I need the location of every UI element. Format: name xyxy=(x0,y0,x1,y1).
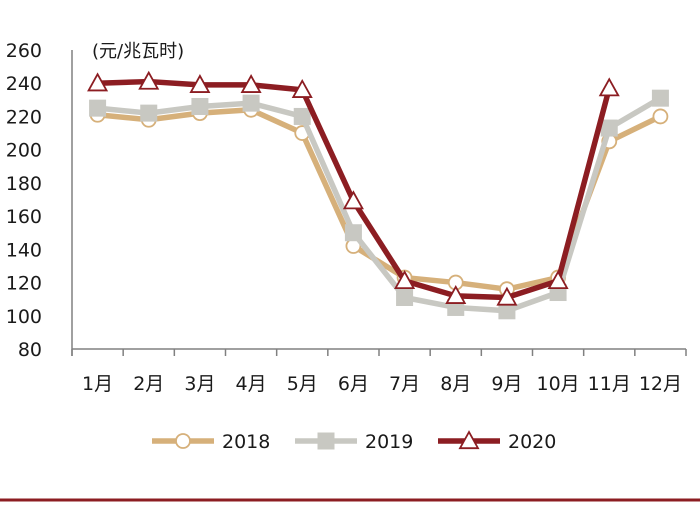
x-tick-label: 9月 xyxy=(491,373,522,395)
x-tick-label: 1月 xyxy=(82,373,113,395)
data-point xyxy=(293,107,311,125)
data-point xyxy=(458,430,480,450)
legend-item: 2018 xyxy=(152,431,270,453)
x-tick-label: 7月 xyxy=(389,373,420,395)
data-point xyxy=(496,286,518,306)
y-tick-label: 100 xyxy=(6,306,42,328)
data-point xyxy=(175,433,191,449)
legend-label: 2019 xyxy=(365,431,413,453)
data-point xyxy=(89,99,107,117)
x-tick-label: 4月 xyxy=(236,373,267,395)
data-point xyxy=(547,270,569,289)
x-tick-label: 3月 xyxy=(184,373,215,395)
data-point xyxy=(138,70,160,90)
data-point xyxy=(652,108,669,125)
data-point xyxy=(598,77,620,97)
y-unit-label: (元/兆瓦时) xyxy=(92,41,184,62)
x-tick-label: 6月 xyxy=(338,373,369,395)
y-tick-label: 240 xyxy=(6,73,42,95)
x-tick-label: 2月 xyxy=(133,373,164,395)
data-point xyxy=(342,190,364,210)
y-tick-label: 260 xyxy=(6,40,42,62)
series-2020 xyxy=(87,70,620,306)
data-point xyxy=(651,89,669,107)
x-tick-label: 8月 xyxy=(440,373,471,395)
y-tick-label: 200 xyxy=(6,140,42,162)
data-point xyxy=(396,289,414,307)
y-tick-label: 120 xyxy=(6,273,42,295)
data-point xyxy=(87,72,109,92)
data-point xyxy=(600,119,618,137)
series-2019 xyxy=(89,89,669,320)
legend: 2018 2019 2020 xyxy=(152,430,556,453)
legend-item: 2020 xyxy=(438,430,556,453)
y-tick-label: 140 xyxy=(6,239,42,261)
x-tick-label: 12月 xyxy=(639,373,682,395)
x-tick-label: 11月 xyxy=(588,373,631,395)
data-point xyxy=(191,97,209,115)
data-point xyxy=(317,432,335,450)
data-point xyxy=(140,104,158,122)
y-tick-label: 160 xyxy=(6,206,42,228)
x-tick-label: 10月 xyxy=(536,373,579,395)
legend-item: 2019 xyxy=(295,431,413,453)
data-point xyxy=(344,224,362,242)
data-point xyxy=(394,270,416,289)
y-tick-label: 180 xyxy=(6,173,42,195)
data-point xyxy=(445,284,467,304)
y-tick-label: 80 xyxy=(18,339,42,361)
data-point xyxy=(240,74,262,93)
axes: 80 100 120 140 160 180 200 220 240 260 1月 2月 3月 4月 5月 6… xyxy=(6,40,687,395)
x-tick-label: 5月 xyxy=(287,373,318,395)
legend-label: 2020 xyxy=(508,431,556,453)
data-point xyxy=(189,74,211,93)
series-layer xyxy=(87,70,669,320)
legend-label: 2018 xyxy=(222,431,270,453)
data-point xyxy=(242,94,260,112)
y-tick-label: 220 xyxy=(6,106,42,128)
data-point xyxy=(291,79,313,98)
series-line xyxy=(97,95,662,314)
